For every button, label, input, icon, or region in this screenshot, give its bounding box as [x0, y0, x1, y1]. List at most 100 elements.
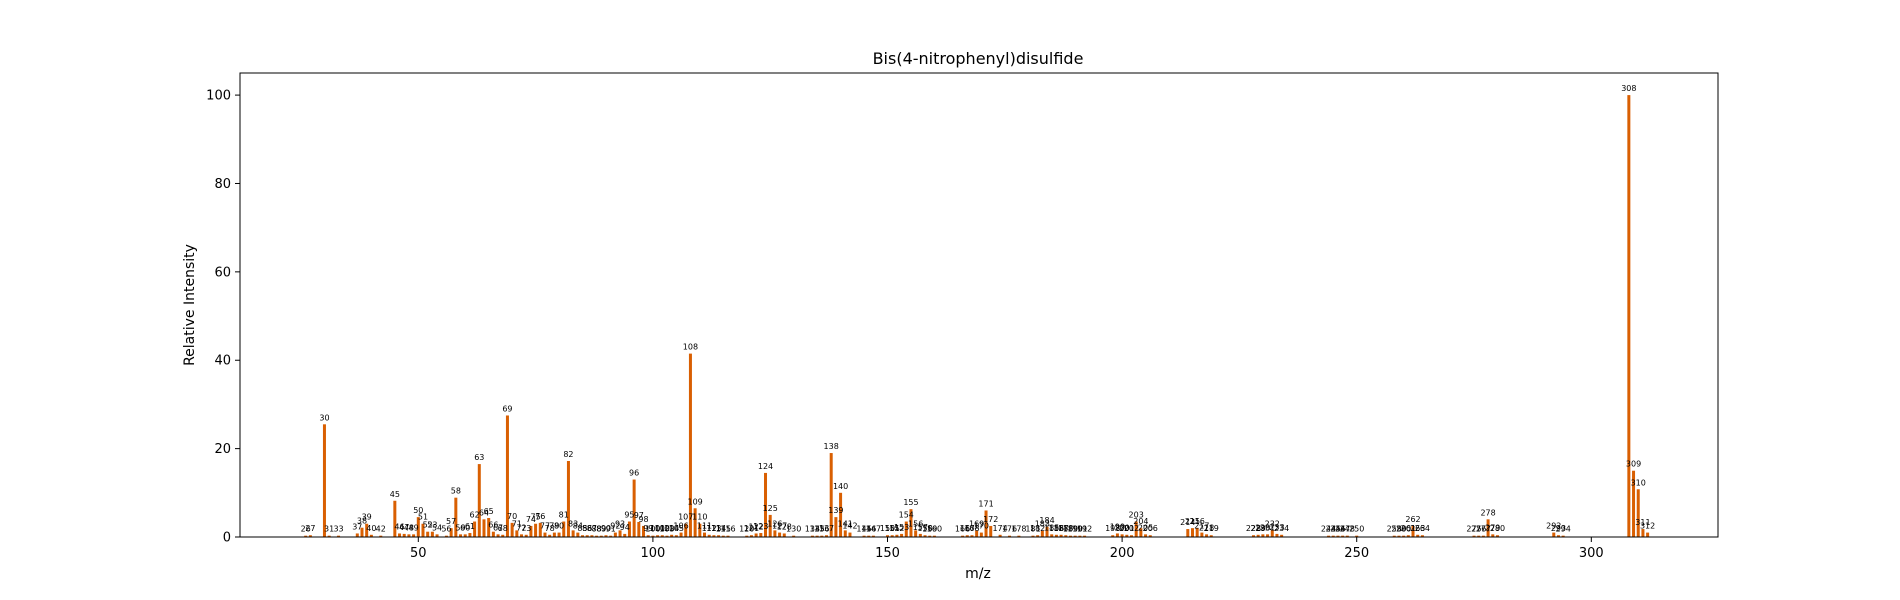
peak-label-150: 150 [880, 524, 895, 533]
peak-label-46: 46 [394, 522, 404, 531]
peak-label-189: 189 [1063, 525, 1078, 534]
bar-184 [1045, 526, 1049, 537]
peak-label-228: 228 [1246, 524, 1261, 533]
bar-247 [1341, 535, 1345, 537]
peak-label-168: 168 [964, 524, 979, 533]
bar-186 [1054, 534, 1058, 537]
bar-124 [764, 472, 768, 537]
bar-261 [1406, 535, 1410, 537]
bar-87 [590, 535, 594, 537]
bar-79 [552, 532, 556, 537]
peak-label-244: 244 [1321, 525, 1336, 534]
bar-150 [886, 535, 890, 537]
bar-138 [829, 453, 833, 537]
peak-label-33: 33 [333, 525, 343, 534]
bar-258 [1392, 535, 1396, 537]
axes-layer: 50 100 150 200 250 300 0 20 40 60 80 100 [206, 72, 1719, 561]
peak-label-217: 217 [1194, 522, 1209, 531]
bar-155 [909, 509, 913, 537]
bar-228 [1251, 535, 1255, 537]
peak-label-206: 206 [1143, 524, 1158, 533]
bar-204 [1139, 528, 1143, 537]
bar-60 [463, 534, 467, 537]
peak-label-192: 192 [1077, 525, 1092, 534]
peak-label-103: 103 [659, 525, 674, 534]
bar-229 [1256, 534, 1260, 537]
peak-label-70: 70 [507, 512, 517, 521]
bar-151 [890, 535, 894, 537]
bar-26 [304, 535, 308, 537]
bar-100 [651, 535, 655, 537]
bar-276 [1477, 535, 1481, 537]
bar-166 [961, 535, 965, 537]
peak-label-26: 26 [301, 525, 311, 534]
bar-85 [581, 535, 585, 537]
bar-61 [468, 533, 472, 537]
bar-63 [477, 464, 481, 537]
bar-69 [505, 415, 509, 537]
bar-109 [693, 508, 697, 537]
peak-label-112: 112 [702, 524, 717, 533]
peak-label-99: 99 [643, 524, 653, 533]
bar-77 [543, 532, 547, 537]
bar-38 [360, 527, 364, 537]
peak-label-146: 146 [861, 525, 876, 534]
bar-137 [825, 535, 829, 537]
peak-label-261: 261 [1401, 524, 1416, 533]
bar-123 [759, 533, 763, 537]
bar-201 [1125, 534, 1129, 537]
peak-label-60: 60 [460, 523, 470, 532]
y-axis-label: Relative Intensity [182, 244, 198, 366]
bar-46 [398, 533, 402, 537]
peak-label-201: 201 [1119, 524, 1134, 533]
peak-label-50: 50 [413, 506, 423, 515]
bar-56 [444, 535, 448, 537]
peak-label-278: 278 [1480, 508, 1495, 517]
peak-label-107: 107 [678, 513, 693, 522]
bar-58 [454, 497, 458, 537]
peak-label-216: 216 [1190, 517, 1205, 526]
bar-104 [670, 534, 674, 537]
peak-label-97: 97 [634, 511, 644, 520]
peak-label-142: 142 [842, 522, 857, 531]
peak-label-80: 80 [554, 522, 564, 531]
peak-label-245: 245 [1326, 525, 1341, 534]
peak-label-30: 30 [319, 413, 329, 422]
bar-30 [322, 424, 326, 537]
bar-292 [1552, 532, 1556, 537]
peak-label-185: 185 [1044, 523, 1059, 532]
peak-label-47: 47 [399, 523, 409, 532]
peak-label-53: 53 [427, 521, 437, 530]
peak-label-214: 214 [1180, 518, 1195, 527]
peak-label-63: 63 [474, 453, 484, 462]
peak-label-61: 61 [465, 522, 475, 531]
bar-106 [679, 532, 683, 537]
peak-label-110: 110 [692, 513, 707, 522]
bar-234 [1280, 534, 1284, 537]
peak-label-94: 94 [620, 523, 630, 532]
bar-183 [1040, 530, 1044, 537]
peak-label-190: 190 [1068, 525, 1083, 534]
bar-230 [1261, 534, 1265, 537]
peak-label-136: 136 [814, 525, 829, 534]
chart-title: Bis(4-nitrophenyl)disulfide [873, 49, 1084, 68]
bar-78 [548, 534, 552, 537]
bar-206 [1148, 535, 1152, 537]
peak-label-141: 141 [838, 519, 853, 528]
bar-311 [1641, 529, 1645, 537]
peak-label-54: 54 [432, 523, 442, 532]
bar-200 [1120, 534, 1124, 537]
peak-label-114: 114 [711, 524, 726, 533]
peak-label-101: 101 [650, 524, 665, 533]
bar-116 [726, 535, 730, 537]
bar-136 [820, 535, 824, 537]
peak-label-160: 160 [927, 525, 942, 534]
bar-81 [562, 521, 566, 537]
peak-label-279: 279 [1485, 523, 1500, 532]
bar-176 [1007, 535, 1011, 537]
bar-121 [749, 535, 753, 537]
peak-label-259: 259 [1391, 525, 1406, 534]
peak-label-215: 215 [1185, 517, 1200, 526]
